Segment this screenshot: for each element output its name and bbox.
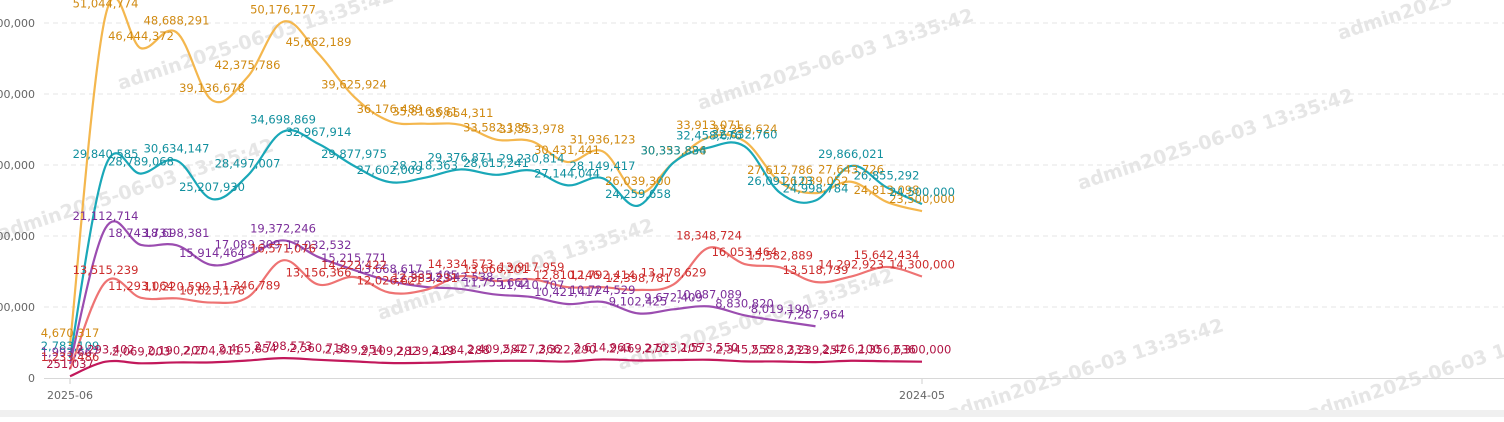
data-label: 18,698,381	[144, 226, 210, 240]
data-label: 19,372,246	[250, 221, 316, 235]
data-label: 39,625,924	[321, 78, 387, 92]
data-label: 25,207,930	[179, 180, 245, 194]
data-label: 29,877,975	[321, 147, 387, 161]
data-label: 12,383,231	[392, 271, 458, 285]
watermark-text: admin2025-06-03 13:35:42	[695, 5, 977, 115]
data-label: 30,333,834	[641, 144, 707, 158]
data-label: 13,515,239	[73, 263, 139, 277]
data-label: 14,300,000	[889, 257, 955, 271]
data-label: 32,967,914	[286, 125, 352, 139]
data-label: 24,998,784	[783, 182, 849, 196]
data-label: 51,044,774	[73, 0, 139, 11]
footer-band	[0, 410, 1504, 417]
data-label: 7,287,964	[786, 307, 845, 321]
series-line-5	[70, 358, 922, 376]
data-label: 32,632,760	[712, 127, 778, 141]
data-label: 35,654,311	[428, 106, 494, 120]
data-label: 251,037	[46, 357, 94, 371]
data-label: 28,789,068	[108, 155, 174, 169]
watermark-text: admin2025-06-03 13:35:42	[1075, 85, 1357, 195]
data-label: 29,866,021	[818, 147, 884, 161]
watermark-text: admin2025-06-03 13:35:42	[1335, 0, 1504, 45]
data-label: 15,582,889	[747, 248, 813, 262]
data-label: 42,375,786	[215, 58, 281, 72]
watermark-text: admin2025-06-03 13:35:42	[945, 315, 1227, 417]
x-axis: 2025-06 2024-05	[47, 379, 945, 402]
data-label: 4,670,317	[41, 326, 100, 340]
x-tick-label: 2024-05	[899, 389, 945, 402]
y-axis: 0 10,000,000 20,000,000 30,000,000 40,000,00…	[0, 17, 35, 385]
data-label: 50,176,177	[250, 3, 316, 17]
data-label: 13,178,629	[641, 265, 707, 279]
data-label: 48,688,291	[144, 13, 210, 27]
data-label: 21,112,714	[73, 209, 139, 223]
y-tick-label: 50,000,000	[0, 17, 35, 30]
data-label: 26,855,292	[854, 168, 920, 182]
data-label: 31,936,123	[570, 132, 636, 146]
data-label: 2,300,000	[893, 343, 952, 357]
y-tick-label: 40,000,000	[0, 88, 35, 101]
data-label: 28,149,417	[570, 159, 636, 173]
watermark-text: admin2025-06-03 13:35:42	[1305, 315, 1504, 417]
data-label: 45,662,189	[286, 35, 352, 49]
data-label: 14,222,422	[321, 258, 387, 272]
data-label: 18,348,724	[676, 229, 742, 243]
data-label: 46,444,372	[108, 29, 174, 43]
data-label: 29,230,814	[499, 151, 565, 165]
data-label: 24,500,000	[889, 185, 955, 199]
data-label: 11,346,789	[215, 278, 281, 292]
data-label: 28,497,007	[215, 157, 281, 171]
data-label: 30,634,147	[144, 141, 210, 155]
data-label: 39,136,678	[179, 81, 245, 95]
y-tick-label: 30,000,000	[0, 159, 35, 172]
y-tick-label: 0	[28, 372, 35, 385]
y-tick-label: 20,000,000	[0, 230, 35, 243]
data-label: 16,571,076	[250, 241, 316, 255]
data-label: 33,353,978	[499, 122, 565, 136]
x-tick-label: 2025-06	[47, 389, 93, 402]
data-label: 24,259,658	[605, 187, 671, 201]
y-tick-label: 10,000,000	[0, 301, 35, 314]
